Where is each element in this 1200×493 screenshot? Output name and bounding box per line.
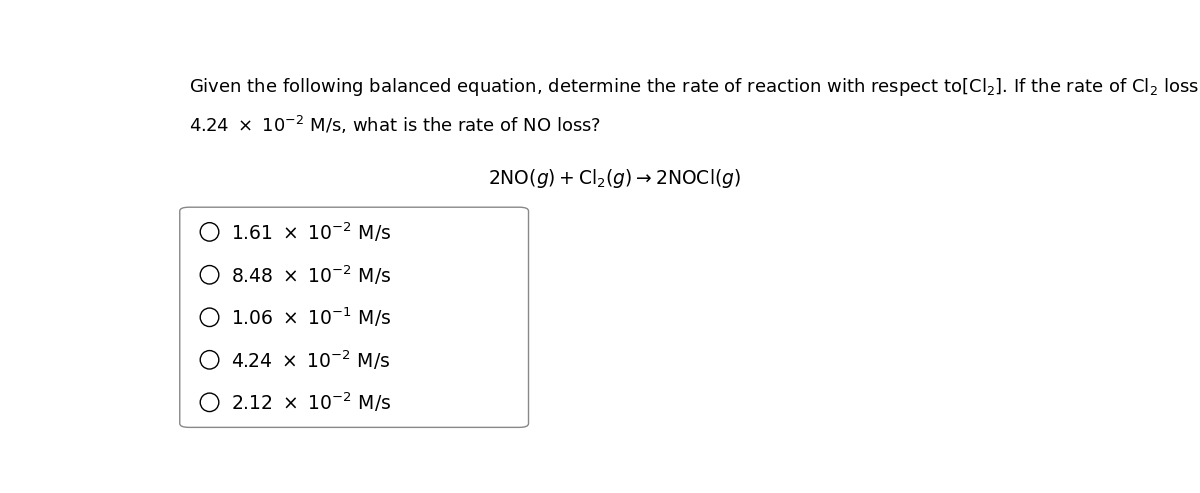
FancyBboxPatch shape <box>180 207 528 427</box>
Text: $4.24\ \times\ 10^{-2}$ M/s, what is the rate of $\mathrm{NO}$ loss?: $4.24\ \times\ 10^{-2}$ M/s, what is the… <box>190 114 601 136</box>
Text: $8.48\ \times\ 10^{-2}$ M/s: $8.48\ \times\ 10^{-2}$ M/s <box>230 263 391 286</box>
Text: $2\mathrm{NO}(g) + \mathrm{Cl_2}(g) \rightarrow 2\mathrm{NOCl}(g)$: $2\mathrm{NO}(g) + \mathrm{Cl_2}(g) \rig… <box>488 167 742 190</box>
Text: $4.24\ \times\ 10^{-2}$ M/s: $4.24\ \times\ 10^{-2}$ M/s <box>230 348 390 372</box>
Text: $1.06\ \times\ 10^{-1}$ M/s: $1.06\ \times\ 10^{-1}$ M/s <box>230 306 391 329</box>
Text: $1.61\ \times\ 10^{-2}$ M/s: $1.61\ \times\ 10^{-2}$ M/s <box>230 220 391 244</box>
Text: $2.12\ \times\ 10^{-2}$ M/s: $2.12\ \times\ 10^{-2}$ M/s <box>230 390 391 414</box>
Text: Given the following balanced equation, determine the rate of reaction with respe: Given the following balanced equation, d… <box>190 76 1200 98</box>
